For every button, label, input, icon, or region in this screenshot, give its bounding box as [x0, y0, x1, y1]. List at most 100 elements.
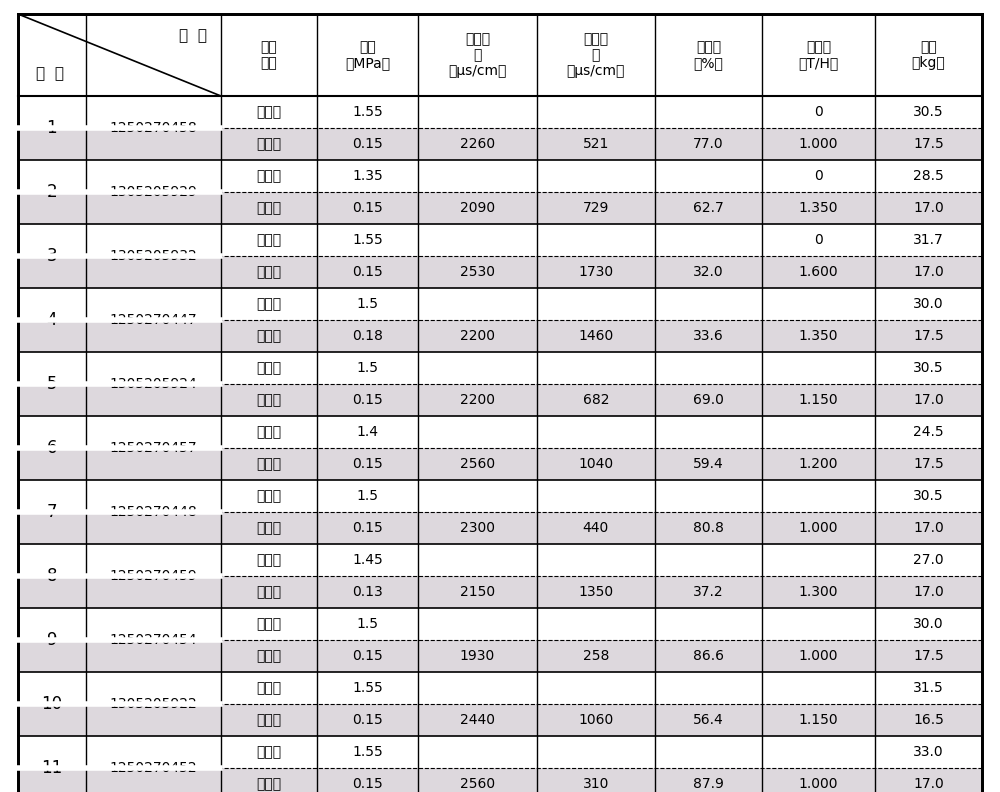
Text: 17.5: 17.5 [913, 457, 944, 471]
Bar [762, 672, 875, 704]
Bar [655, 160, 762, 192]
Bar [86, 352, 221, 384]
Bar [86, 576, 221, 608]
Text: 17.0: 17.0 [913, 521, 944, 535]
Bar [655, 384, 762, 416]
Bar [762, 352, 875, 384]
Text: 1250270452: 1250270452 [109, 761, 197, 775]
Text: 30.5: 30.5 [913, 489, 944, 503]
Text: 清洗后: 清洗后 [256, 521, 281, 535]
Bar [221, 608, 317, 640]
Bar [655, 480, 762, 512]
Bar [317, 192, 418, 224]
Bar [762, 128, 875, 160]
Bar [655, 640, 762, 672]
Bar [18, 736, 86, 768]
Bar [875, 608, 982, 640]
Text: 5: 5 [47, 375, 57, 393]
Bar [18, 96, 86, 128]
Text: 1.000: 1.000 [799, 649, 838, 663]
Text: 产水量
（T/H）: 产水量 （T/H） [798, 40, 839, 70]
Text: 2: 2 [47, 183, 57, 201]
Bar [86, 288, 221, 320]
Text: 32.0: 32.0 [693, 265, 724, 279]
Text: 1.600: 1.600 [799, 265, 838, 279]
Text: 0.15: 0.15 [352, 521, 383, 535]
Text: 28.5: 28.5 [913, 169, 944, 183]
Bar [221, 96, 317, 128]
Text: 69.0: 69.0 [693, 393, 724, 407]
Text: 清洗前: 清洗前 [256, 361, 281, 375]
Bar [762, 544, 875, 576]
Text: 0.13: 0.13 [352, 585, 383, 599]
Bar [86, 736, 221, 768]
Bar [221, 288, 317, 320]
Bar [762, 224, 875, 256]
Text: 30.5: 30.5 [913, 105, 944, 119]
Bar [86, 640, 221, 672]
Bar [86, 224, 221, 256]
Text: 清洗后: 清洗后 [256, 201, 281, 215]
Bar [418, 128, 537, 160]
Bar [537, 736, 655, 768]
Text: 0: 0 [814, 233, 823, 247]
Text: 1.000: 1.000 [799, 777, 838, 791]
Bar [18, 672, 86, 704]
Text: 30.0: 30.0 [913, 297, 944, 311]
Bar [86, 416, 221, 448]
Text: 17.0: 17.0 [913, 777, 944, 791]
Text: 31.7: 31.7 [913, 233, 944, 247]
Text: 编  号: 编 号 [36, 67, 64, 82]
Bar [221, 128, 317, 160]
Bar [18, 384, 86, 416]
Text: 2530: 2530 [460, 265, 495, 279]
Bar [317, 224, 418, 256]
Bar [221, 704, 317, 736]
Text: 0.15: 0.15 [352, 777, 383, 791]
Bar [875, 384, 982, 416]
Bar [18, 160, 86, 192]
Bar [18, 768, 86, 792]
Text: 1.150: 1.150 [799, 393, 838, 407]
Bar [221, 512, 317, 544]
Bar [221, 320, 317, 352]
Text: 1.5: 1.5 [357, 297, 379, 311]
Text: 1.350: 1.350 [799, 201, 838, 215]
Bar [418, 352, 537, 384]
Bar [537, 768, 655, 792]
Text: 62.7: 62.7 [693, 201, 724, 215]
Text: 1305205924: 1305205924 [109, 377, 197, 391]
Bar [418, 480, 537, 512]
Text: 2440: 2440 [460, 713, 495, 727]
Bar [18, 704, 86, 736]
Bar [418, 224, 537, 256]
Text: 2200: 2200 [460, 329, 495, 343]
Bar [418, 736, 537, 768]
Text: 进水电
导
（μs/cm）: 进水电 导 （μs/cm） [448, 32, 507, 78]
Bar [317, 448, 418, 480]
Text: 27.0: 27.0 [913, 553, 944, 567]
Bar [86, 768, 221, 792]
Bar [537, 192, 655, 224]
Bar [221, 224, 317, 256]
Bar [655, 608, 762, 640]
Bar [418, 416, 537, 448]
Bar [875, 128, 982, 160]
Bar [221, 160, 317, 192]
Bar [875, 160, 982, 192]
Bar [762, 512, 875, 544]
Text: 17.0: 17.0 [913, 585, 944, 599]
Bar [875, 256, 982, 288]
Bar [537, 352, 655, 384]
Text: 0.15: 0.15 [352, 649, 383, 663]
Bar [86, 128, 221, 160]
Bar [655, 320, 762, 352]
Text: 37.2: 37.2 [693, 585, 724, 599]
Bar [762, 640, 875, 672]
Bar [18, 288, 86, 320]
Bar [418, 192, 537, 224]
Text: 1250270457: 1250270457 [109, 441, 197, 455]
Bar [418, 160, 537, 192]
Text: 1250270454: 1250270454 [109, 633, 197, 647]
Text: 0: 0 [814, 169, 823, 183]
